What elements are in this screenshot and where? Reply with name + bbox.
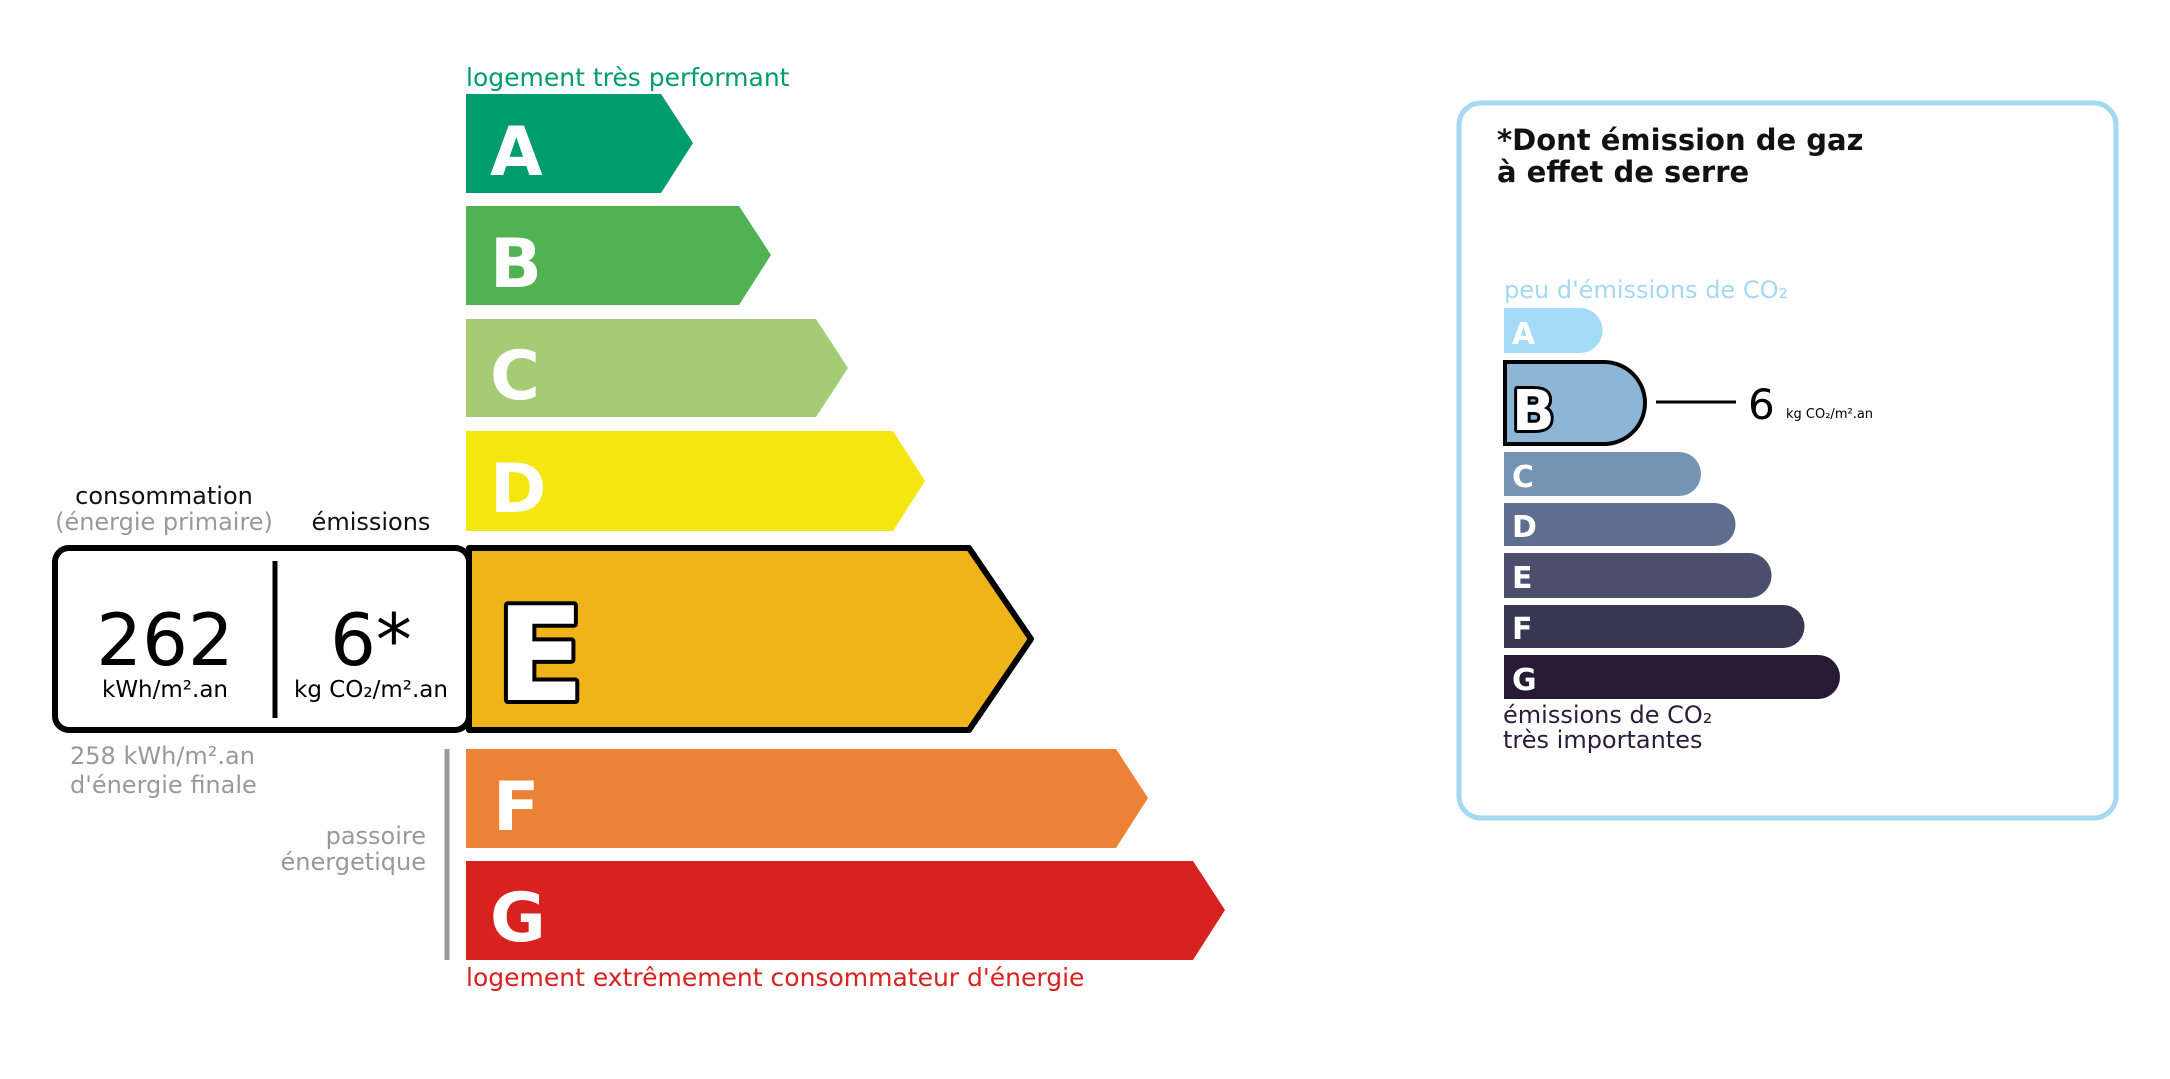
energy-bar-b [466, 206, 771, 305]
energy-class-g: G [466, 861, 1225, 960]
values-box [52, 545, 472, 733]
energy-bar-c [466, 319, 848, 417]
final-energy-label: d'énergie finale [70, 771, 257, 799]
passoire-label-2: énergetique [281, 848, 426, 876]
energy-letter-g: G [490, 879, 546, 958]
ghg-bar-d [1504, 503, 1736, 546]
energy-class-b: B [466, 206, 771, 305]
energy-class-d: D [466, 431, 925, 531]
ghg-value: 6 [1748, 380, 1775, 429]
energy-letter-a: A [490, 113, 543, 192]
energy-bar-f [466, 749, 1148, 848]
energy-letter-d: D [490, 450, 546, 529]
emissions-value: 6* [330, 598, 412, 682]
ghg-bar-c [1504, 452, 1701, 496]
ghg-class-d: D [1504, 503, 1736, 546]
energy-bar-g [466, 861, 1225, 960]
ghg-unit: kg CO₂/m².an [1786, 407, 1873, 422]
ghg-class-f: F [1504, 605, 1805, 648]
emissions-label: émissions [312, 508, 431, 536]
energy-letter-f: F [493, 768, 539, 847]
consumption-sublabel: (énergie primaire) [55, 508, 273, 536]
ghg-class-e: E [1504, 553, 1772, 598]
energy-bar-d [466, 431, 925, 531]
energy-letter-c: C [490, 337, 540, 416]
ghg-bar-e [1504, 553, 1772, 598]
ghg-letter-d: D [1512, 510, 1537, 545]
ghg-letter-a: A [1512, 317, 1536, 352]
ghg-bar-a [1504, 308, 1603, 353]
ghg-top-label: peu d'émissions de CO₂ [1504, 276, 1788, 304]
ghg-letter-c: C [1512, 460, 1534, 495]
passoire-label-1: passoire [326, 822, 426, 850]
ghg-bar-f [1504, 605, 1805, 648]
final-energy-value: 258 kWh/m².an [70, 742, 255, 770]
energy-bar-a [466, 94, 693, 193]
ghg-title-line1: *Dont émission de gaz [1497, 123, 1863, 157]
ghg-bottom-label-1: émissions de CO₂ [1503, 701, 1712, 729]
energy-letter-e: E [496, 579, 585, 731]
energy-bottom-label: logement extrêmement consommateur d'éner… [466, 963, 1084, 992]
ghg-class-c: C [1504, 452, 1701, 496]
ghg-letter-g: G [1512, 663, 1537, 698]
ghg-letter-e: E [1512, 561, 1533, 596]
consumption-value: 262 [96, 598, 233, 682]
emissions-unit: kg CO₂/m².an [294, 677, 448, 703]
consumption-label: consommation [75, 482, 253, 510]
energy-class-e-current: E 262 kWh/m².an 6* kg CO₂/m².an [52, 545, 1034, 735]
energy-class-a: A [466, 94, 693, 193]
ghg-letter-f: F [1512, 612, 1533, 647]
ghg-class-g: G [1504, 655, 1840, 699]
energy-scale: logement très performant A B C D consomm… [52, 63, 1225, 992]
ghg-class-a: A [1504, 308, 1603, 353]
energy-class-c: C [466, 319, 848, 417]
ghg-bar-b [1503, 360, 1647, 446]
ghg-panel: *Dont émission de gaz à effet de serre p… [1456, 100, 2119, 821]
consumption-unit: kWh/m².an [102, 677, 228, 703]
ghg-bottom-label-2: très importantes [1503, 726, 1703, 754]
ghg-bar-g [1504, 655, 1840, 699]
energy-class-f: F [466, 749, 1148, 848]
energy-letter-b: B [490, 225, 542, 304]
energy-top-label: logement très performant [466, 63, 790, 92]
ghg-class-b-current: B 6 kg CO₂/m².an [1503, 360, 1873, 447]
ghg-letter-b: B [1512, 379, 1555, 444]
ghg-title-line2: à effet de serre [1497, 155, 1749, 189]
